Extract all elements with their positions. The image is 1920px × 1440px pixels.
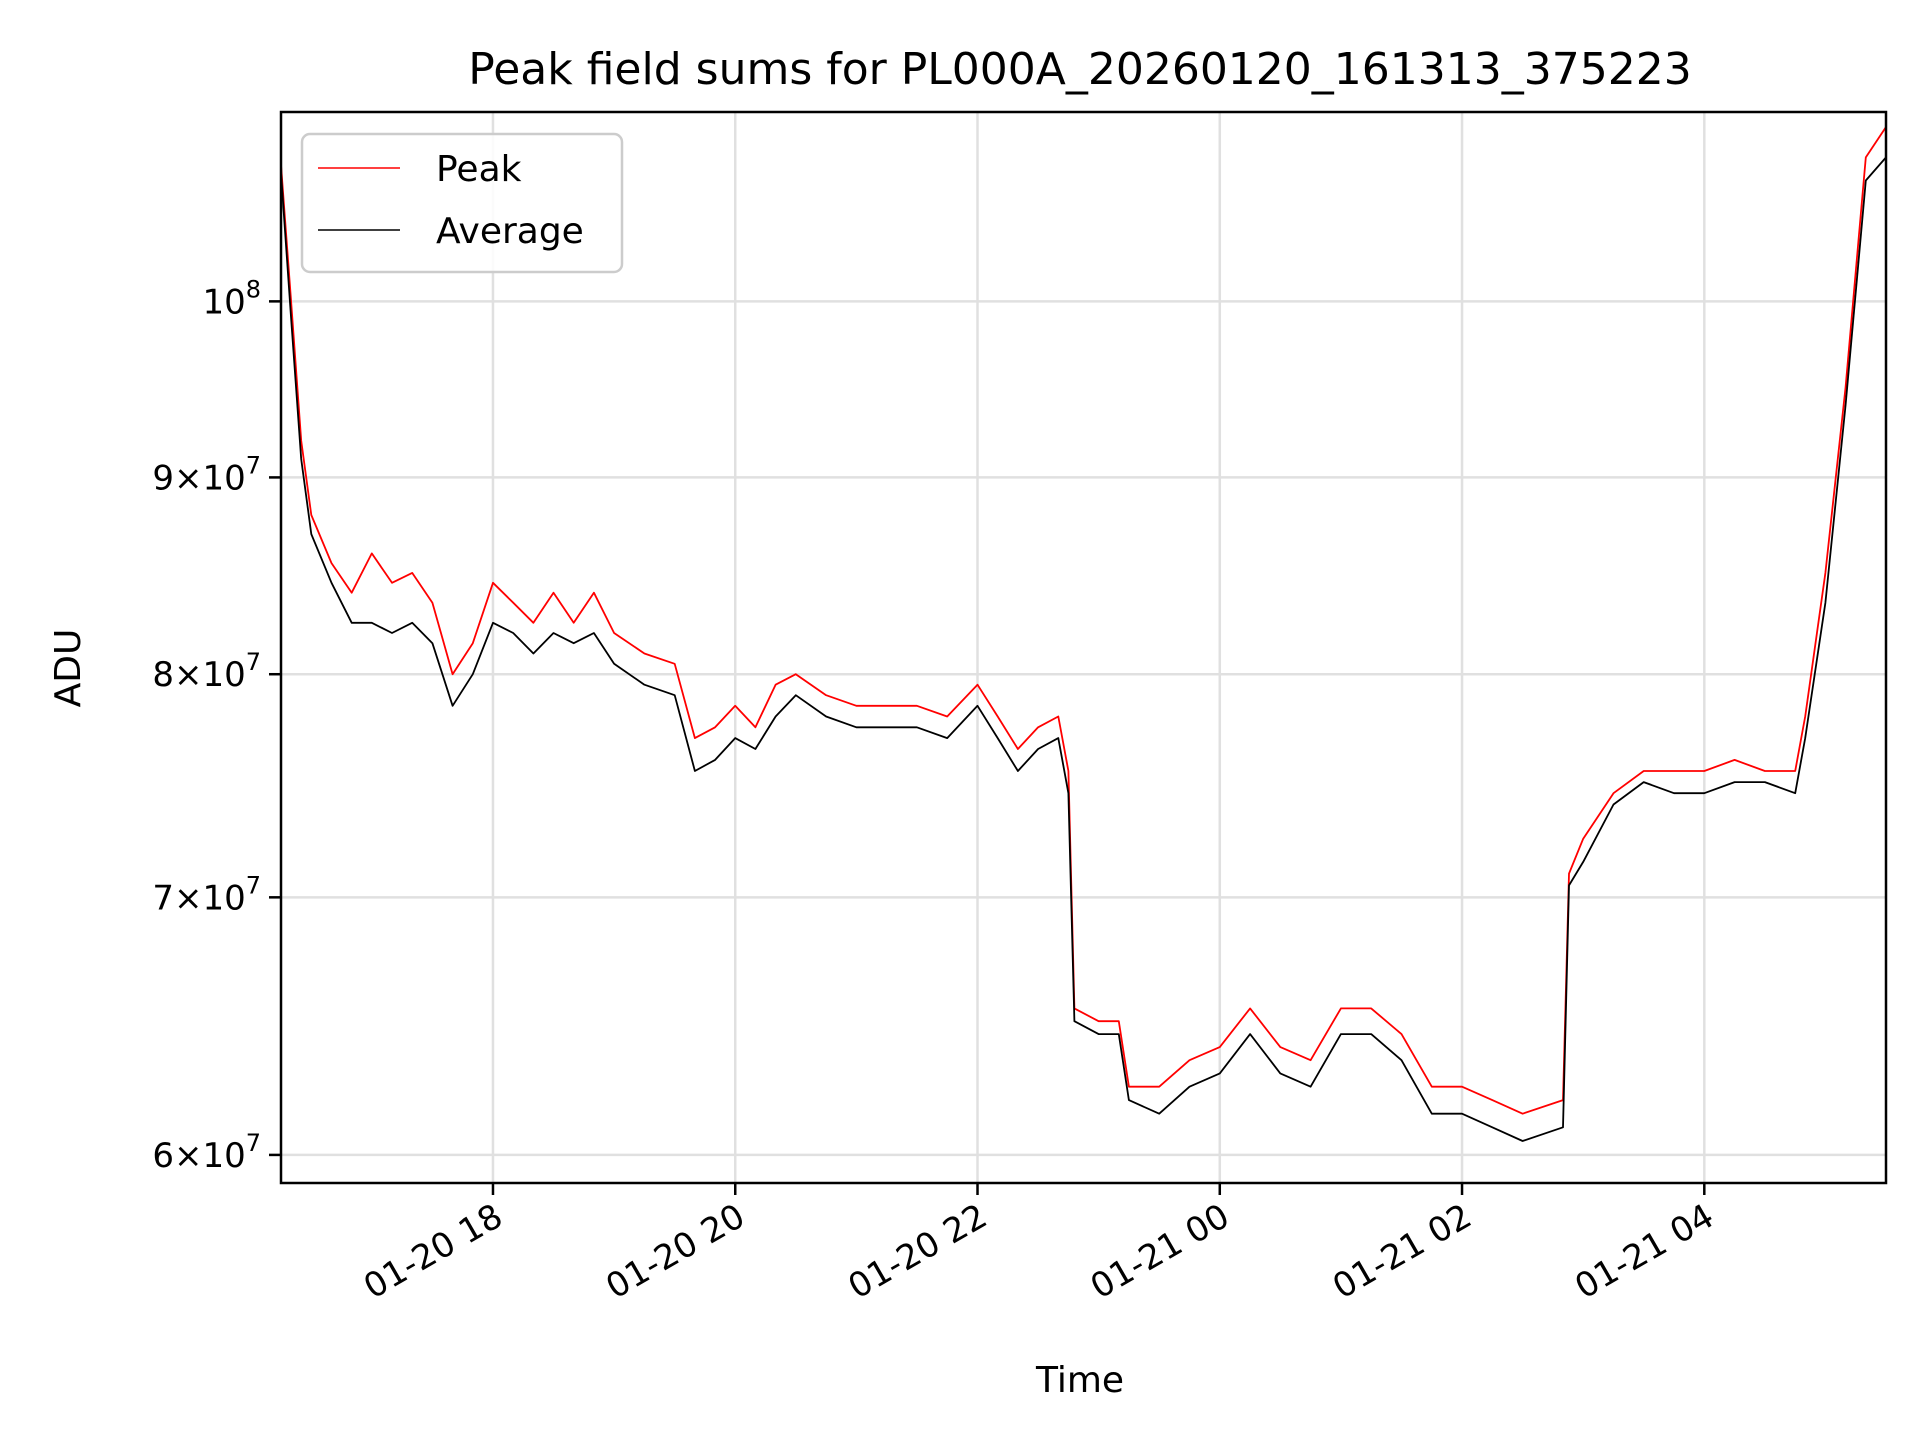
grid bbox=[281, 112, 1886, 1183]
series-layer bbox=[280, 126, 1887, 1142]
legend-label-peak: Peak bbox=[436, 149, 522, 190]
series-line-average bbox=[280, 156, 1887, 1142]
series-line-peak bbox=[280, 126, 1887, 1115]
y-axis: 6×107 7×107 8×107 9×107 108 bbox=[152, 275, 281, 1176]
y-tick-label: 6×107 bbox=[152, 1129, 261, 1176]
y-axis-label: ADU bbox=[48, 629, 89, 708]
legend: Peak Average bbox=[300, 132, 624, 274]
x-axis-label: Time bbox=[1035, 1360, 1124, 1401]
y-tick-label: 7×107 bbox=[152, 871, 261, 918]
plot-frame bbox=[279, 110, 1888, 1185]
y-tick-label: 8×107 bbox=[152, 648, 261, 695]
chart-title: Peak field sums for PL000A_20260120_1613… bbox=[468, 44, 1691, 95]
y-tick-label: 108 bbox=[202, 275, 261, 322]
legend-label-average: Average bbox=[436, 211, 584, 252]
y-tick-label: 9×107 bbox=[152, 451, 261, 498]
